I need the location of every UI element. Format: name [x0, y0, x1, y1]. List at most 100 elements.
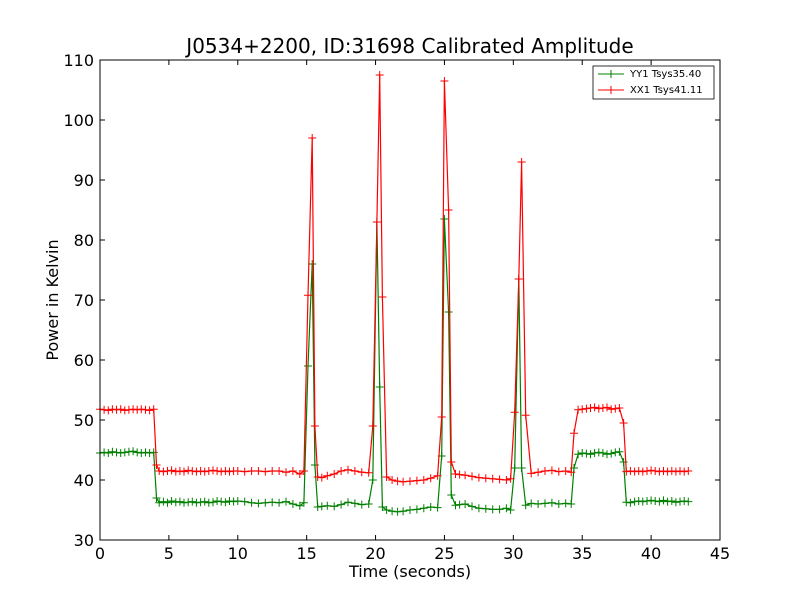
y-tick-label: 90 — [74, 171, 94, 190]
data-point — [124, 447, 133, 456]
data-point — [590, 449, 599, 457]
legend-label-xx1: XX1 Tsys41.11 — [630, 85, 703, 96]
data-point — [419, 504, 428, 513]
data-point — [444, 308, 453, 316]
data-point — [393, 477, 402, 486]
data-point — [357, 500, 366, 509]
data-point — [175, 467, 184, 475]
data-point — [440, 215, 449, 223]
data-point — [527, 469, 536, 478]
data-point — [388, 476, 397, 484]
data-point — [171, 498, 180, 507]
data-point — [200, 497, 209, 506]
chart-title: J0534+2200, ID:31698 Calibrated Amplitud… — [184, 34, 633, 58]
y-tick-label: 110 — [63, 51, 94, 70]
data-point — [607, 449, 616, 458]
data-point — [626, 467, 635, 475]
data-point — [282, 468, 290, 477]
data-point — [188, 497, 197, 506]
y-tick-label: 70 — [74, 291, 94, 310]
data-point — [209, 498, 217, 507]
data-point — [282, 497, 290, 506]
series-layer — [96, 71, 693, 516]
data-point — [133, 448, 142, 457]
data-point — [607, 405, 616, 414]
data-point — [594, 448, 603, 457]
data-point — [129, 405, 138, 414]
data-point — [317, 502, 326, 511]
legend-marker-xx1 — [607, 86, 615, 94]
data-point — [167, 497, 176, 505]
data-point — [350, 499, 359, 508]
data-point — [388, 507, 397, 516]
data-point — [217, 467, 226, 476]
data-point — [521, 501, 530, 510]
legend-box — [592, 65, 715, 100]
data-point — [561, 467, 570, 475]
data-point — [155, 467, 164, 475]
data-point — [426, 474, 435, 483]
x-tick-label: 25 — [434, 544, 454, 563]
data-point — [337, 500, 346, 509]
data-point — [104, 406, 113, 415]
data-point — [108, 447, 117, 456]
data-point — [233, 467, 242, 475]
x-tick-label: 5 — [164, 544, 174, 563]
data-point — [209, 466, 217, 475]
data-point — [455, 470, 464, 479]
data-point — [330, 502, 339, 511]
data-point — [100, 448, 109, 457]
data-point — [634, 497, 643, 505]
data-point — [590, 403, 599, 412]
data-point — [155, 498, 164, 507]
data-point — [630, 497, 639, 506]
data-point — [554, 500, 563, 508]
data-point — [375, 383, 384, 391]
data-point — [288, 500, 297, 508]
data-point — [495, 475, 504, 484]
data-point — [578, 405, 587, 414]
data-point — [474, 504, 483, 513]
data-point — [598, 404, 607, 412]
data-point — [667, 497, 676, 505]
data-point — [667, 467, 676, 475]
data-point — [254, 467, 263, 475]
data-point — [213, 497, 222, 505]
x-tick-label: 30 — [503, 544, 523, 563]
data-point — [304, 291, 312, 300]
data-point — [510, 408, 519, 417]
data-point — [598, 449, 607, 457]
data-point — [676, 497, 684, 506]
data-point — [188, 467, 197, 475]
data-point — [313, 503, 322, 511]
data-point — [229, 497, 238, 506]
y-tick-label: 30 — [74, 531, 94, 550]
data-point — [378, 293, 387, 301]
data-point — [204, 467, 213, 475]
data-point — [521, 411, 530, 420]
data-point — [295, 501, 304, 510]
data-point — [382, 473, 391, 481]
data-point — [517, 464, 526, 472]
data-point — [268, 498, 277, 507]
data-point — [295, 470, 304, 478]
data-point — [567, 500, 576, 508]
data-point — [375, 71, 384, 79]
data-point — [124, 405, 133, 414]
data-point — [141, 405, 150, 414]
y-tick-label: 40 — [74, 471, 94, 490]
data-point — [663, 467, 672, 476]
data-point — [372, 218, 381, 226]
data-point — [615, 447, 624, 456]
data-point — [149, 405, 158, 414]
y-tick-label: 60 — [74, 351, 94, 370]
data-point — [506, 506, 515, 514]
data-point — [192, 467, 201, 476]
data-point — [304, 362, 312, 370]
data-point — [561, 499, 570, 508]
data-point — [578, 449, 587, 457]
x-tick-label: 40 — [641, 544, 661, 563]
data-point — [350, 467, 359, 475]
data-point — [163, 467, 172, 475]
